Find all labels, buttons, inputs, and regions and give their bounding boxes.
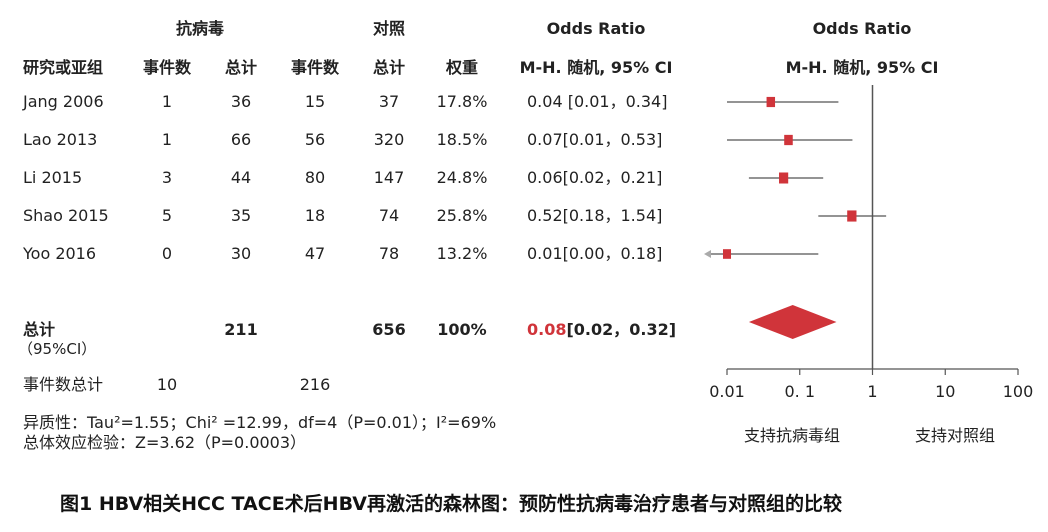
total-or-ci: [0.02，0.32] xyxy=(566,320,677,339)
total-sublabel: （95%CI） xyxy=(18,340,97,358)
total-treat: 66 xyxy=(230,130,252,149)
total-treat-sum: 211 xyxy=(224,320,258,339)
overall-diamond xyxy=(748,305,837,339)
study-marker xyxy=(847,210,857,222)
events-control: 47 xyxy=(304,244,326,263)
events-treat: 5 xyxy=(161,206,173,225)
col-header-method: M-H. 随机, 95% CI xyxy=(519,58,673,77)
events-control: 15 xyxy=(304,92,326,111)
total-treat: 36 xyxy=(230,92,252,111)
figure-caption: 图1 HBV相关HCC TACE术后HBV再激活的森林图：预防性抗病毒治疗患者与… xyxy=(60,493,842,515)
or-ci-text: 0.52[0.18，1.54] xyxy=(527,206,663,225)
or-ci-text: 0.01[0.00，0.18] xyxy=(527,244,663,263)
weight: 18.5% xyxy=(436,130,488,149)
group-header-treat: 抗病毒 xyxy=(175,19,225,38)
study-name: Li 2015 xyxy=(23,168,83,187)
total-label: 总计 xyxy=(23,320,56,339)
total-or-text: 0.08[0.02，0.32] xyxy=(527,322,676,338)
plot-odds-ratio-title: Odds Ratio xyxy=(812,19,912,38)
heterogeneity-stats: 异质性：Tau²=1.55；Chi² =12.99，df=4（P=0.01）；I… xyxy=(23,413,497,432)
events-total-label: 事件数总计 xyxy=(23,375,104,394)
events-treat: 1 xyxy=(161,130,173,149)
events-control: 56 xyxy=(304,130,326,149)
events-treat: 1 xyxy=(161,92,173,111)
favours-treat-label: 支持抗病毒组 xyxy=(743,426,841,445)
total-control-sum: 656 xyxy=(372,320,406,339)
study-marker xyxy=(784,134,793,146)
truncation-arrow xyxy=(704,250,711,258)
weight: 25.8% xyxy=(436,206,488,225)
total-control: 78 xyxy=(378,244,400,263)
total-weight: 100% xyxy=(437,320,487,339)
x-tick-label: 100 xyxy=(1003,382,1034,401)
total-control: 147 xyxy=(373,168,405,187)
total-treat: 30 xyxy=(230,244,252,263)
study-name: Lao 2013 xyxy=(23,130,98,149)
weight: 13.2% xyxy=(436,244,488,263)
col-header-total-treat: 总计 xyxy=(224,58,258,77)
total-control: 37 xyxy=(378,92,400,111)
x-tick-label: 0. 1 xyxy=(784,382,815,401)
plot-header-method: M-H. 随机, 95% CI xyxy=(785,58,939,77)
x-tick-label: 10 xyxy=(935,382,955,401)
group-header-control: 对照 xyxy=(372,19,406,38)
col-header-study: 研究或亚组 xyxy=(23,58,104,77)
study-name: Jang 2006 xyxy=(23,92,104,111)
events-treat: 3 xyxy=(161,168,173,187)
col-header-total-control: 总计 xyxy=(372,58,406,77)
total-control: 320 xyxy=(373,130,405,149)
col-header-events-control: 事件数 xyxy=(290,58,340,77)
study-name: Yoo 2016 xyxy=(23,244,97,263)
events-control: 80 xyxy=(304,168,326,187)
study-name: Shao 2015 xyxy=(23,206,109,225)
x-tick-label: 0.01 xyxy=(709,382,745,401)
weight: 17.8% xyxy=(436,92,488,111)
total-treat: 35 xyxy=(230,206,252,225)
overall-effect-test: 总体效应检验：Z=3.62（P=0.0003） xyxy=(23,433,307,452)
weight: 24.8% xyxy=(436,168,488,187)
or-ci-text: 0.06[0.02，0.21] xyxy=(527,168,663,187)
events-total-control: 216 xyxy=(299,375,331,394)
col-header-weight: 权重 xyxy=(445,58,479,77)
events-control: 18 xyxy=(304,206,326,225)
favours-control-label: 支持对照组 xyxy=(914,426,996,445)
x-tick-label: 1 xyxy=(867,382,877,401)
events-treat: 0 xyxy=(161,244,173,263)
total-control: 74 xyxy=(378,206,400,225)
col-header-events-treat: 事件数 xyxy=(142,58,192,77)
events-total-treat: 10 xyxy=(156,375,178,394)
total-or-value: 0.08 xyxy=(527,320,567,339)
odds-ratio-title: Odds Ratio xyxy=(546,19,646,38)
study-marker xyxy=(766,96,776,108)
total-treat: 44 xyxy=(230,168,252,187)
study-marker xyxy=(779,172,789,184)
or-ci-text: 0.04 [0.01，0.34] xyxy=(527,92,668,111)
or-ci-text: 0.07[0.01，0.53] xyxy=(527,130,663,149)
study-marker xyxy=(722,249,732,259)
